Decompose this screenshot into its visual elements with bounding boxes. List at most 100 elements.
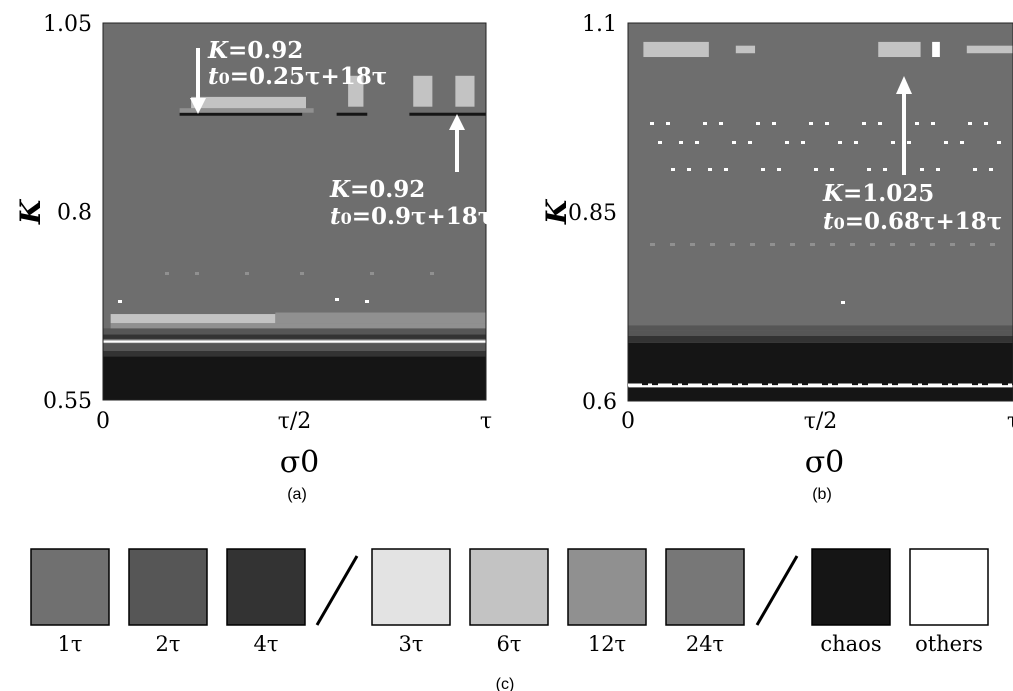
dot xyxy=(790,243,795,246)
dot xyxy=(750,243,755,246)
y-tick-label-1: 0.8 xyxy=(57,201,92,226)
heatmap-region-0 xyxy=(628,342,1013,401)
legend-label-3: 3τ xyxy=(399,632,424,656)
legend-swatch-5 xyxy=(567,548,647,626)
dot xyxy=(854,141,858,144)
legend-label-1: 2τ xyxy=(156,632,181,656)
heatmap-region-7 xyxy=(110,314,276,324)
dot xyxy=(936,168,940,171)
dot xyxy=(719,122,723,125)
heatmap-region-16 xyxy=(409,112,486,116)
x-tick-label-0: 0 xyxy=(96,409,110,434)
heatmap-region-3 xyxy=(103,340,486,343)
heatmap-region-3 xyxy=(628,325,1013,331)
heatmap-region-4 xyxy=(103,334,486,339)
dot xyxy=(960,141,964,144)
annotation-arrowhead-1 xyxy=(190,98,206,114)
dot xyxy=(670,243,675,246)
dot xyxy=(708,168,712,171)
dot xyxy=(690,243,695,246)
annotation-arrowhead-b xyxy=(896,76,912,94)
legend-label-7: chaos xyxy=(820,632,881,656)
heatmap-region-14 xyxy=(413,75,433,107)
dot xyxy=(830,243,835,246)
legend-swatch-6 xyxy=(665,548,745,626)
heatmap-region-6 xyxy=(110,323,486,329)
legend-label-8: others xyxy=(915,632,983,656)
dot xyxy=(825,122,829,125)
legend: 1τ 2τ 4τ 3τ 6τ 12τ 24τ chaos others xyxy=(30,548,989,656)
y-tick-label-2: 1.1 xyxy=(582,12,617,37)
dot xyxy=(915,122,919,125)
legend-swatch-0 xyxy=(30,548,110,626)
dot xyxy=(920,168,924,171)
dot xyxy=(810,243,815,246)
annotation-k-b: K=1.025 xyxy=(822,180,934,207)
dot xyxy=(687,168,691,171)
legend-swatch-7 xyxy=(811,548,891,626)
dot xyxy=(970,243,975,246)
dot xyxy=(968,122,972,125)
heatmap-region-5 xyxy=(643,41,709,58)
dot xyxy=(830,168,834,171)
dot xyxy=(724,168,728,171)
speckle xyxy=(245,272,249,275)
dot xyxy=(910,243,915,246)
dot xyxy=(931,122,935,125)
speckle xyxy=(300,272,304,275)
heatmap-region-10 xyxy=(179,108,314,113)
legend-swatch-1 xyxy=(128,548,208,626)
speckle xyxy=(195,272,199,275)
x-tick-label-0: 0 xyxy=(621,409,635,434)
legend-swatch-3 xyxy=(371,548,451,626)
dot xyxy=(891,141,895,144)
legend-label-4: 6τ xyxy=(497,632,522,656)
annotation-t0-1: t0=0.25τ+18τ xyxy=(208,63,387,90)
dot xyxy=(907,141,911,144)
speckle xyxy=(370,272,374,275)
dot xyxy=(756,122,760,125)
plot-frame xyxy=(627,22,1013,402)
dot xyxy=(710,243,715,246)
y-tick-label-0: 0.55 xyxy=(43,389,92,414)
dot xyxy=(950,243,955,246)
dot xyxy=(984,122,988,125)
caption-c: (c) xyxy=(496,676,515,691)
dot xyxy=(695,141,699,144)
dot xyxy=(658,141,662,144)
legend-swatch-2 xyxy=(226,548,306,626)
annotation-k-2: K=0.92 xyxy=(329,176,425,203)
dot xyxy=(801,141,805,144)
dot xyxy=(989,168,993,171)
x-tick-label-1: τ/2 xyxy=(278,409,312,434)
dot xyxy=(930,243,935,246)
dot xyxy=(944,141,948,144)
legend-separator-2 xyxy=(755,555,799,626)
legend-label-5: 12τ xyxy=(588,632,626,656)
plot-frame xyxy=(102,22,487,401)
dot xyxy=(867,168,871,171)
legend-label-2: 4τ xyxy=(254,632,279,656)
x-tick-label-2: τ xyxy=(1007,409,1013,434)
dot xyxy=(990,243,995,246)
dot xyxy=(814,168,818,171)
y-tick-label-2: 1.05 xyxy=(43,12,92,37)
dot xyxy=(785,141,789,144)
x-tick-label-2: τ xyxy=(480,409,492,434)
heatmap-region-13 xyxy=(336,112,368,116)
dot xyxy=(703,122,707,125)
y-axis-label: K xyxy=(540,198,573,225)
annotation-k-1: K=0.92 xyxy=(207,37,303,64)
heatmap-region-2 xyxy=(628,330,1013,336)
dot xyxy=(666,122,670,125)
dot xyxy=(850,243,855,246)
dot xyxy=(671,168,675,171)
y-axis-label: K xyxy=(14,198,47,225)
heatmap-region-5 xyxy=(103,328,486,335)
dot xyxy=(761,168,765,171)
x-axis-label: σ0 xyxy=(280,445,320,480)
heatmap-region-9 xyxy=(179,112,303,116)
annotation-t0-2: t0=0.9τ+18τ xyxy=(330,203,493,230)
heatmap-region-7 xyxy=(878,41,921,58)
